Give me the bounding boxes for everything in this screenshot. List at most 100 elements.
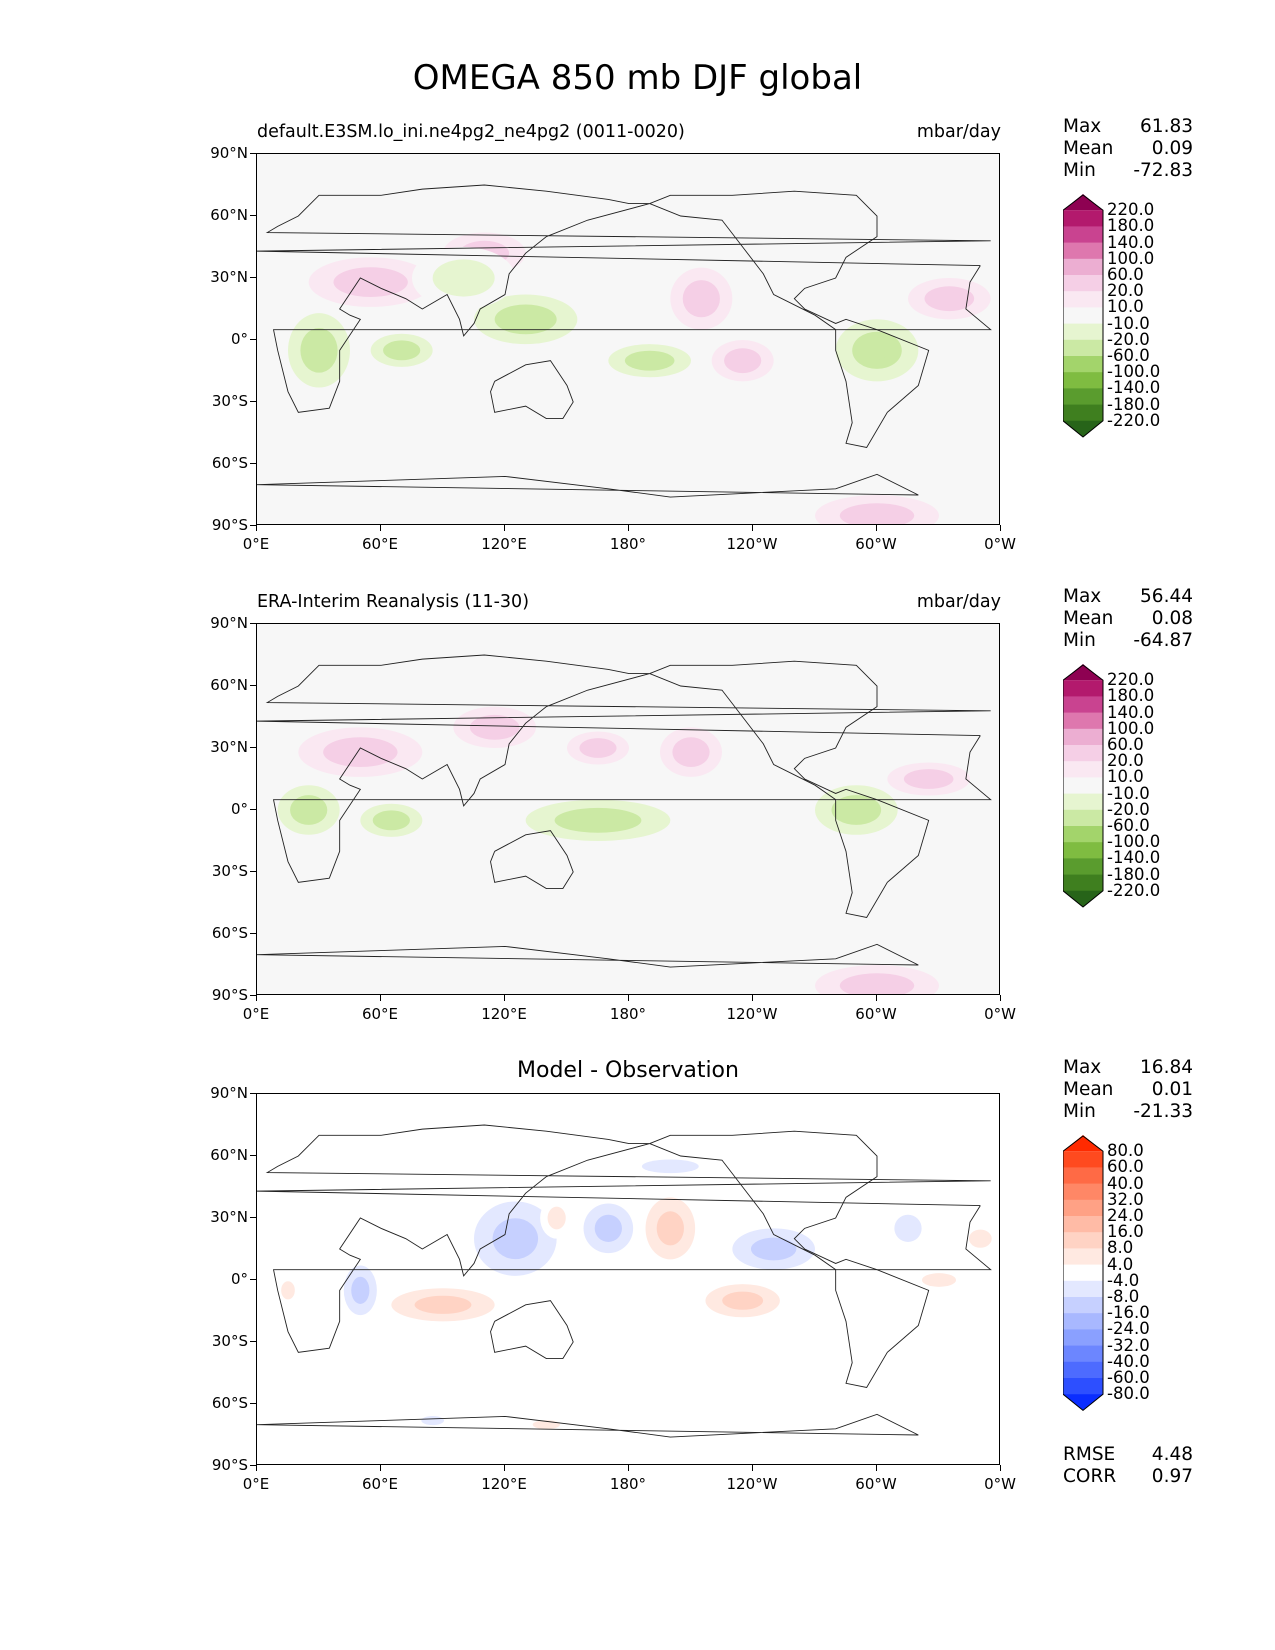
y-tick-label: 90°N [210, 1084, 248, 1102]
y-tick-label: 0° [230, 1270, 248, 1288]
colorbar-tick-label: 60.0 [1107, 265, 1144, 284]
x-tick-label: 120°W [726, 1475, 778, 1493]
y-tick-mark [250, 1465, 256, 1467]
x-tick-label: 120°E [481, 535, 527, 553]
colorbar-swatch [1063, 1167, 1103, 1185]
x-tick-mark [752, 1465, 754, 1471]
contour-patch [510, 311, 542, 327]
colorbar-swatch [1063, 1297, 1103, 1314]
colorbar-swatch [1063, 210, 1103, 227]
contour-patch [382, 815, 401, 826]
min-label: Min [1063, 630, 1096, 651]
contour-patch [547, 1206, 566, 1230]
colorbar-tick-label: 140.0 [1107, 702, 1155, 722]
colorbar-swatch [1063, 307, 1103, 325]
y-tick-mark [250, 1217, 256, 1219]
y-tick-mark [250, 1403, 256, 1405]
colorbar-tick-label: -140.0 [1107, 848, 1161, 868]
colorbar-tick-label: -100.0 [1107, 832, 1161, 852]
contour-patch [916, 774, 942, 784]
colorbar-tick-label: -20.0 [1107, 329, 1150, 349]
panel-1-title: default.E3SM.lo_ini.ne4pg2_ne4pg2 (0011-… [257, 122, 685, 142]
colorbar-tick-label: 10.0 [1107, 767, 1144, 787]
colorbar-swatch [1063, 890, 1103, 907]
colorbar-tick-label: -40.0 [1107, 1351, 1150, 1371]
y-tick-label: 60°N [210, 676, 248, 694]
contour-patch [733, 354, 752, 367]
min-value: -72.83 [1133, 160, 1193, 181]
colorbar-swatch [1063, 1361, 1103, 1379]
colorbar-tick-label: -32.0 [1107, 1335, 1150, 1355]
colorbar-swatch [1063, 323, 1103, 341]
contour-patch [341, 744, 379, 760]
x-tick-label: 0°W [984, 1475, 1016, 1493]
colorbar-swatch [1063, 420, 1103, 437]
mean-label: Mean [1063, 138, 1114, 159]
colorbar-swatch [1063, 874, 1103, 892]
x-tick-mark [380, 995, 382, 1001]
colorbar-tick-label: 20.0 [1107, 281, 1144, 301]
colorbar-swatch [1063, 1151, 1103, 1168]
x-tick-label: 180° [609, 1475, 647, 1493]
y-tick-label: 60°N [210, 206, 248, 224]
colorbar-tick-label: 220.0 [1107, 670, 1155, 690]
contour-patch [936, 292, 962, 305]
coastline [490, 360, 574, 419]
max-label: Max [1063, 586, 1102, 607]
colorbar-tick-label: -140.0 [1107, 378, 1161, 398]
contour-patch [351, 1276, 370, 1304]
panel-1-stats: Max 61.83 Mean 0.09 Min -72.83 [1063, 116, 1193, 182]
y-tick-mark [250, 277, 256, 279]
panel-3-stats: Max 16.84 Mean 0.01 Min -21.33 [1063, 1057, 1193, 1123]
colorbar-tick-label: -10.0 [1107, 783, 1150, 803]
panel-2-colorbar: 220.0 180.0 140.0 100.0 60.0 20.0 10.0 -10.0 -20… [1062, 664, 1183, 913]
x-tick-mark [876, 1465, 878, 1471]
rmse-value: 4.48 [1151, 1444, 1193, 1465]
colorbar-tick-label: -220.0 [1107, 880, 1161, 900]
y-tick-label: 0° [230, 330, 248, 348]
y-tick-label: 90°S [211, 986, 248, 1004]
colorbar-tick-label: -8.0 [1107, 1287, 1140, 1306]
colorbar-tick-label: 220.0 [1107, 200, 1155, 220]
x-tick-label: 60°W [855, 1005, 897, 1023]
coastline [490, 830, 574, 889]
x-tick-mark [1000, 995, 1002, 1001]
map-svg [257, 624, 999, 994]
contour-patch [299, 802, 318, 818]
max-label: Max [1063, 1057, 1102, 1078]
colorbar-swatch [1063, 1199, 1103, 1217]
x-tick-mark [1000, 1465, 1002, 1471]
panel-3-metrics: RMSE 4.48 CORR 0.97 [1063, 1444, 1193, 1488]
colorbar-tick-label: -80.0 [1107, 1384, 1150, 1404]
min-value: -21.33 [1133, 1101, 1193, 1122]
contour-patch [576, 814, 620, 827]
x-tick-mark [380, 525, 382, 531]
x-tick-mark [752, 525, 754, 531]
y-tick-mark [250, 215, 256, 217]
colorbar-swatch [1063, 809, 1103, 827]
y-tick-mark [250, 1279, 256, 1281]
x-tick-mark [256, 525, 258, 531]
colorbar-tick-label: -180.0 [1107, 394, 1161, 414]
colorbar-swatch [1063, 356, 1103, 373]
panel-3-title: Model - Observation [517, 1058, 739, 1083]
x-tick-label: 60°E [361, 535, 399, 553]
y-tick-mark [250, 153, 256, 155]
colorbar-tick-label: -60.0 [1107, 346, 1150, 365]
contour-patch [281, 1281, 295, 1300]
x-tick-mark [628, 995, 630, 1001]
x-tick-label: 120°W [726, 1005, 778, 1023]
coastline [649, 660, 930, 918]
coastline [649, 1130, 930, 1388]
colorbar-tick-label: 80.0 [1107, 1141, 1144, 1161]
x-tick-mark [504, 995, 506, 1001]
y-tick-mark [250, 339, 256, 341]
colorbar-swatch [1063, 258, 1103, 276]
mean-value: 0.01 [1151, 1079, 1193, 1100]
x-tick-label: 180° [609, 535, 647, 553]
colorbar-tick-label: 8.0 [1107, 1238, 1134, 1258]
x-tick-label: 0°E [242, 1005, 270, 1023]
colorbar-tick-label: 32.0 [1107, 1189, 1144, 1209]
x-tick-label: 0°W [984, 535, 1016, 553]
contour-patch [448, 268, 480, 288]
